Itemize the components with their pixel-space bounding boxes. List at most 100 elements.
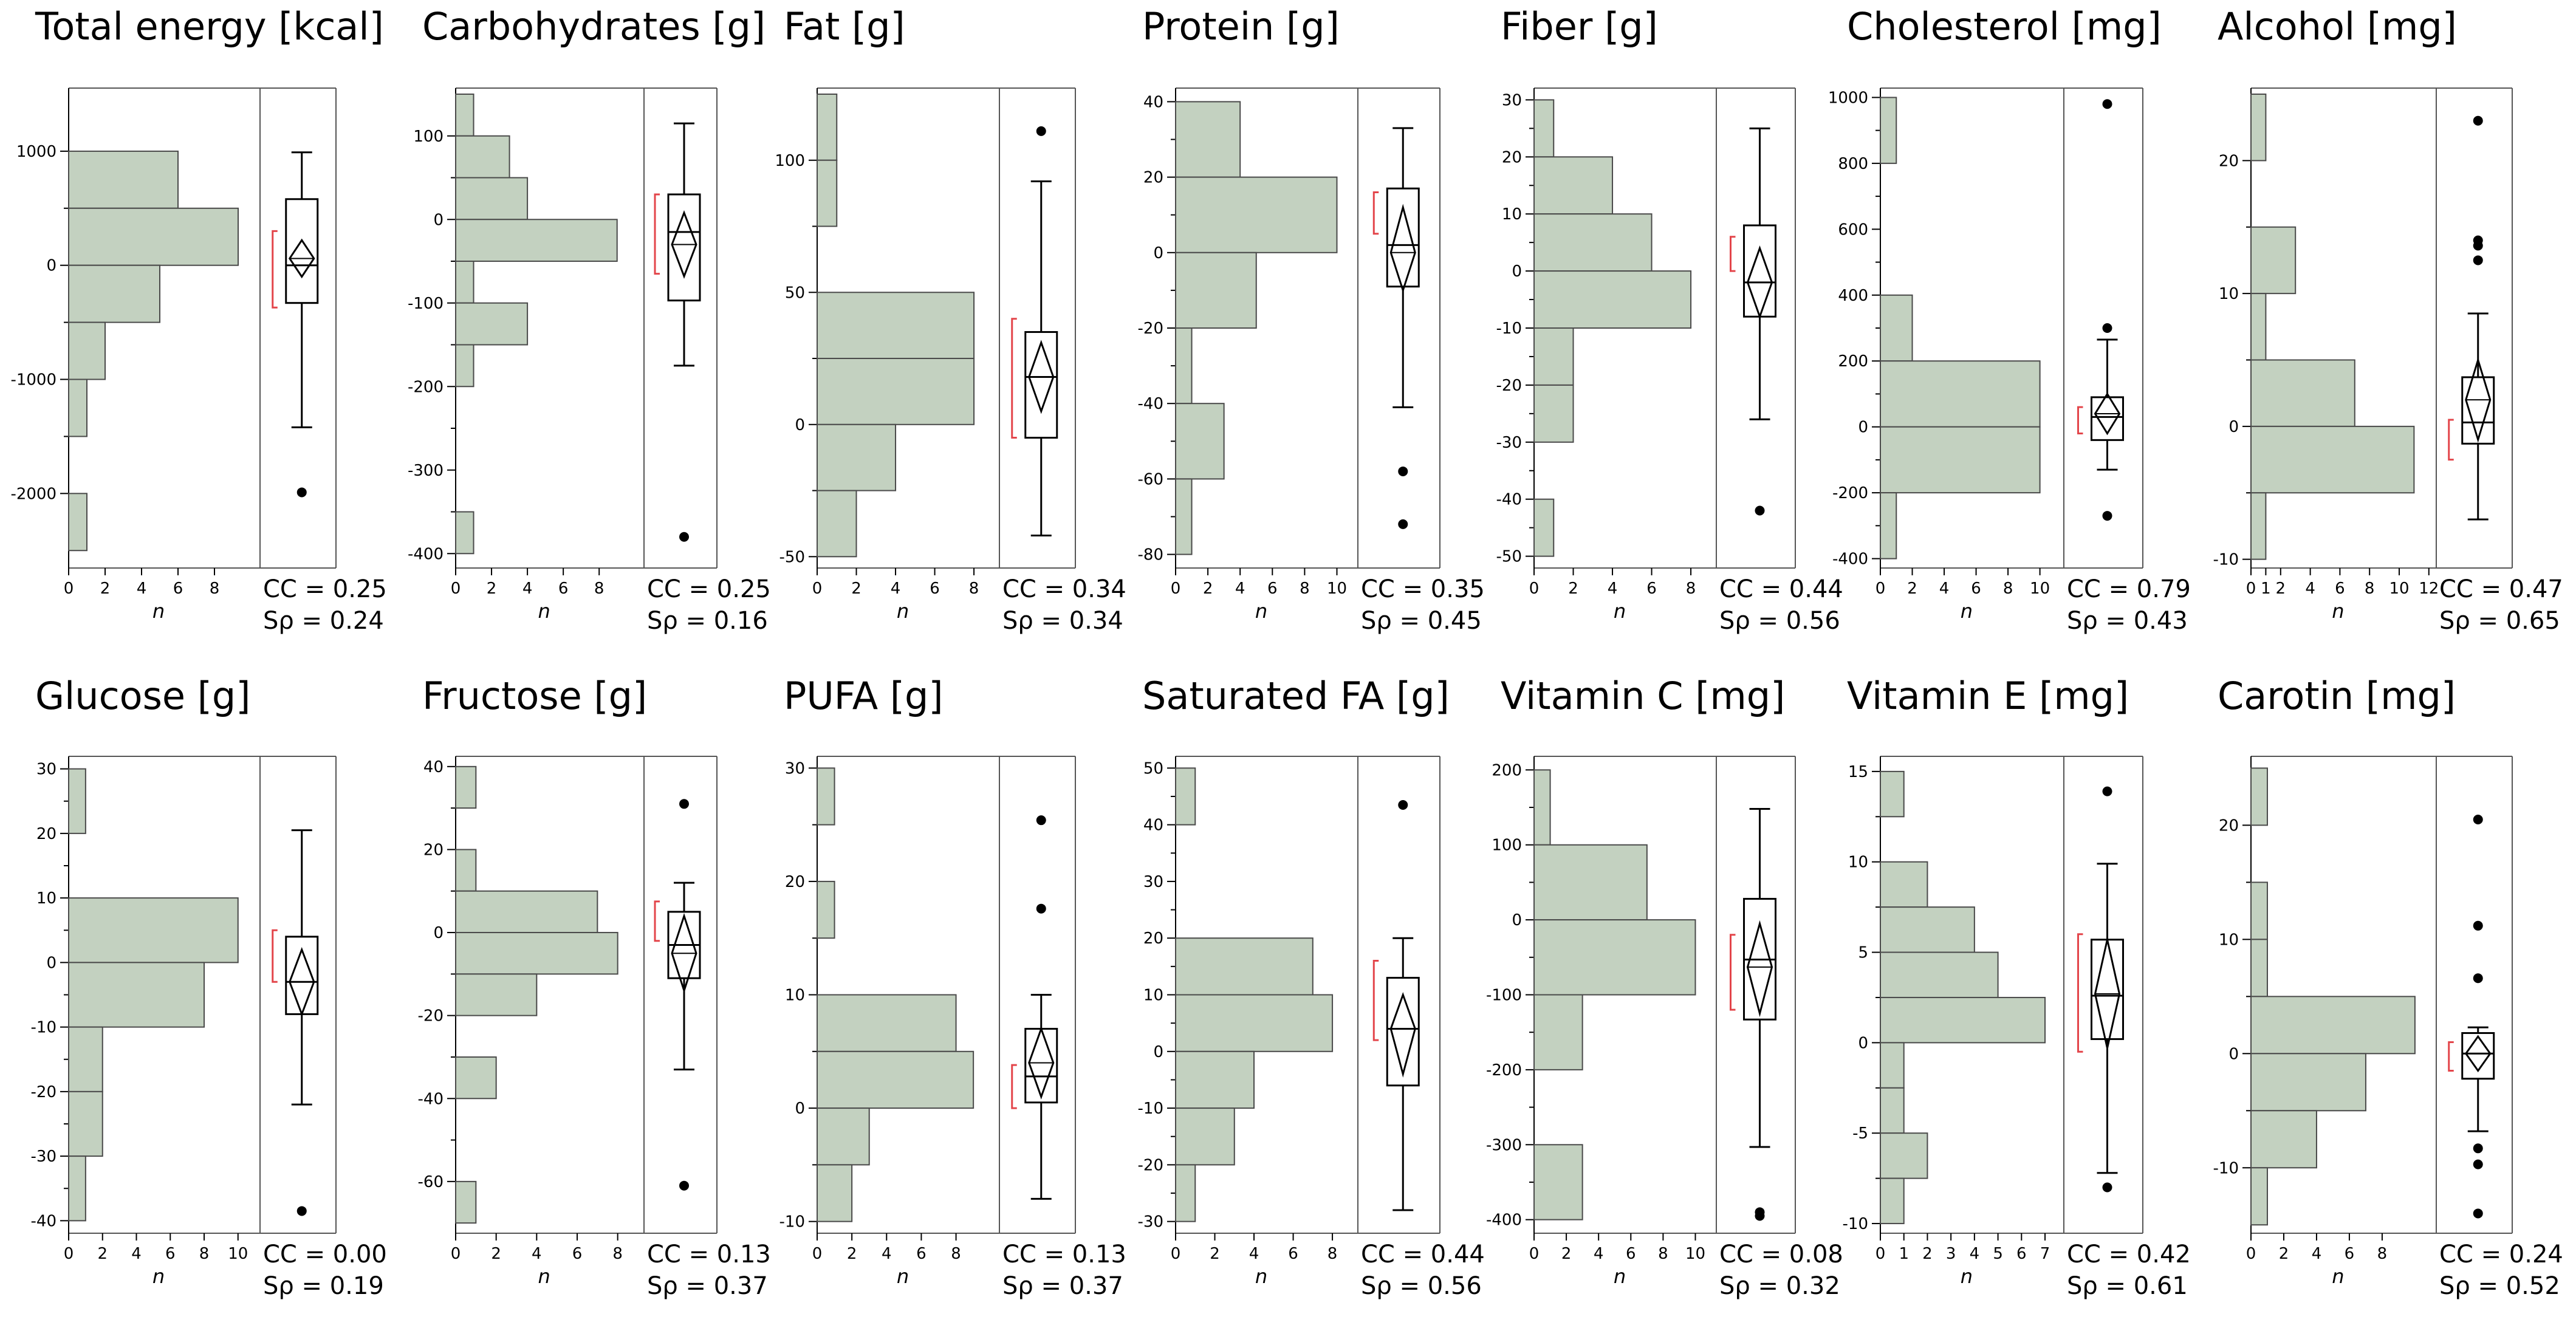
x-tick-label: 1 bbox=[2261, 580, 2271, 598]
y-tick-label: -20 bbox=[1138, 1156, 1163, 1174]
x-axis-label: n bbox=[1961, 1265, 1973, 1288]
cc-value: CC = 0.08 bbox=[1719, 1241, 1843, 1268]
histogram-bar bbox=[1533, 844, 1648, 921]
histogram-bar bbox=[68, 150, 179, 209]
panel-6: Cholesterol [mg] 1000 800 600 400 200 0 -200 -40… bbox=[1828, 4, 2191, 635]
x-tick-label: 2 bbox=[1907, 580, 1917, 598]
panel-title: Cholesterol [mg] bbox=[1847, 4, 2162, 49]
y-tick-label: -2000 bbox=[10, 485, 57, 503]
y-tick-label: -300 bbox=[1486, 1136, 1522, 1154]
histogram-bar bbox=[2250, 359, 2355, 427]
histogram-bar bbox=[455, 302, 529, 346]
cc-value: CC = 0.35 bbox=[1361, 575, 1485, 603]
panel-14: Carotin [mg] 20 10 0 -10 0 2 4 6 8 n CC = 0.24 Sρ = … bbox=[2213, 674, 2563, 1300]
histogram-bar bbox=[1880, 951, 1999, 998]
histogram-bar bbox=[68, 962, 205, 1028]
y-tick-label: -10 bbox=[31, 1019, 57, 1037]
panel-1: Total energy [kcal] 1000 0 -1000 -2000 0 2 4 6 8 n… bbox=[10, 4, 386, 635]
histogram-bar bbox=[1175, 252, 1257, 329]
histogram-bar bbox=[1533, 213, 1653, 272]
histogram-bar bbox=[2250, 293, 2267, 361]
y-tick-label: 5 bbox=[1858, 944, 1868, 962]
outlier-point bbox=[1398, 519, 1408, 529]
cc-value: CC = 0.13 bbox=[1002, 1241, 1126, 1268]
x-tick-label: 12 bbox=[2419, 580, 2439, 598]
y-tick-label: 20 bbox=[1143, 929, 1163, 948]
x-tick-label: 0 bbox=[451, 1245, 461, 1263]
x-tick-label: 8 bbox=[1327, 1245, 1338, 1263]
y-tick-label: 0 bbox=[795, 416, 805, 434]
outlier-point bbox=[2473, 241, 2483, 251]
histogram-bar bbox=[2250, 492, 2267, 560]
x-tick-label: 6 bbox=[1267, 580, 1278, 598]
spearman-value: Sρ = 0.37 bbox=[647, 1272, 768, 1300]
y-tick-label: 50 bbox=[785, 284, 805, 302]
x-tick-label: 7 bbox=[2040, 1245, 2050, 1263]
outlier-point bbox=[2473, 1208, 2483, 1219]
y-tick-label: -40 bbox=[1138, 395, 1163, 413]
x-tick-label: 10 bbox=[1327, 580, 1347, 598]
spearman-value: Sρ = 0.32 bbox=[1719, 1272, 1840, 1300]
outlier-point bbox=[2473, 115, 2483, 126]
panel-title: Total energy [kcal] bbox=[35, 4, 384, 49]
outlier-point bbox=[1036, 903, 1046, 914]
x-axis-label: n bbox=[1961, 600, 1973, 623]
outlier-point bbox=[679, 799, 689, 809]
outlier-point bbox=[2102, 786, 2112, 796]
x-tick-label: 6 bbox=[930, 580, 940, 598]
x-tick-label: 2 bbox=[100, 580, 111, 598]
panel-12: Vitamin C [mg] 200 100 0 -100 -200 -300 -400 0 2 4… bbox=[1486, 674, 1843, 1300]
spearman-value: Sρ = 0.56 bbox=[1719, 607, 1840, 635]
histogram-bar bbox=[455, 511, 474, 555]
histogram-bar bbox=[1880, 770, 1905, 818]
y-tick-label: 10 bbox=[785, 987, 805, 1005]
x-tick-label: 4 bbox=[137, 580, 147, 598]
shortest-half-bracket bbox=[272, 230, 278, 309]
histogram-bar bbox=[817, 994, 957, 1052]
histogram-bar bbox=[1533, 156, 1614, 215]
histogram-bar bbox=[817, 292, 975, 360]
cc-value: CC = 0.13 bbox=[647, 1241, 771, 1268]
x-tick-label: 8 bbox=[612, 1245, 623, 1263]
cc-value: CC = 0.47 bbox=[2439, 575, 2563, 603]
histogram-bar bbox=[68, 1026, 103, 1092]
panel-title: Saturated FA [g] bbox=[1142, 674, 1450, 718]
x-tick-label: 4 bbox=[131, 1245, 142, 1263]
histogram-bar bbox=[68, 768, 86, 834]
histogram-bar bbox=[455, 344, 474, 388]
histogram-bar bbox=[2250, 1167, 2268, 1226]
histogram-bar bbox=[2250, 425, 2415, 494]
outlier-point bbox=[2473, 1159, 2483, 1169]
panel-title: Carotin [mg] bbox=[2218, 674, 2456, 718]
y-tick-label: 100 bbox=[413, 128, 444, 146]
spearman-value: Sρ = 0.45 bbox=[1361, 607, 1482, 635]
x-tick-label: 4 bbox=[1608, 580, 1618, 598]
panel-title: Alcohol [mg] bbox=[2218, 4, 2457, 49]
y-tick-label: 400 bbox=[1838, 287, 1868, 305]
x-tick-label: 2 bbox=[1561, 1245, 1572, 1263]
shortest-half-bracket bbox=[2077, 933, 2083, 1053]
y-tick-label: -10 bbox=[779, 1213, 805, 1231]
panel-11: Saturated FA [g] 50 40 30 20 10 0 -10 -20 -30 0 2 4 6… bbox=[1138, 674, 1485, 1300]
x-tick-label: 2 bbox=[1210, 1245, 1220, 1263]
y-tick-label: -200 bbox=[408, 378, 444, 396]
histogram-bar bbox=[1880, 294, 1913, 362]
y-tick-label: 50 bbox=[1143, 759, 1163, 778]
mean-diamond bbox=[1746, 920, 1773, 1018]
histogram-bar bbox=[1880, 426, 2041, 494]
panel-title: Vitamin E [mg] bbox=[1847, 674, 2129, 718]
histogram-bar bbox=[455, 94, 474, 137]
x-axis-label: n bbox=[1614, 1265, 1626, 1288]
x-tick-label: 4 bbox=[2305, 580, 2315, 598]
y-tick-label: -30 bbox=[1496, 434, 1522, 452]
x-tick-label: 6 bbox=[1646, 580, 1657, 598]
mean-diamond bbox=[288, 238, 315, 279]
x-tick-label: 4 bbox=[882, 1245, 892, 1263]
x-tick-label: 8 bbox=[199, 1245, 210, 1263]
spearman-value: Sρ = 0.65 bbox=[2439, 607, 2560, 635]
cc-value: CC = 0.79 bbox=[2067, 575, 2191, 603]
histogram-bar bbox=[455, 1056, 497, 1100]
spearman-value: Sρ = 0.16 bbox=[647, 607, 768, 635]
outlier-point bbox=[1036, 126, 1046, 136]
